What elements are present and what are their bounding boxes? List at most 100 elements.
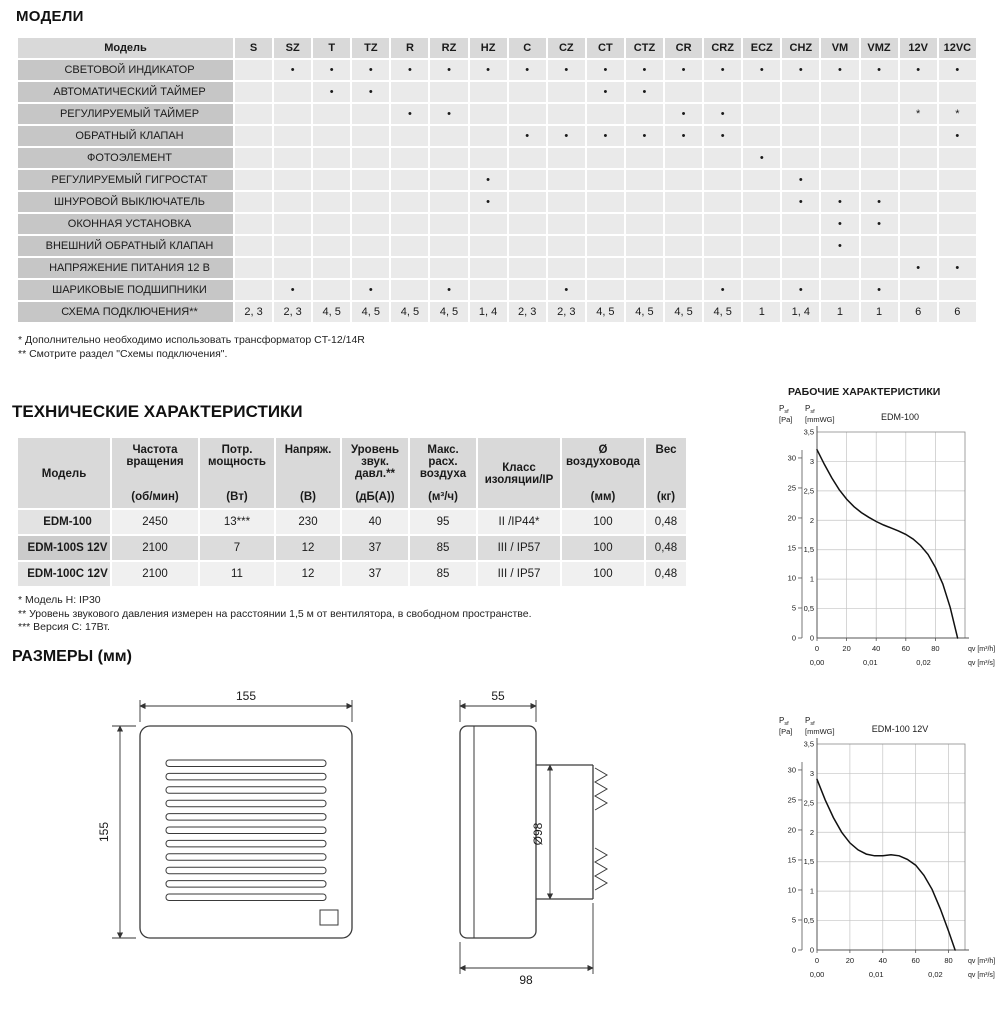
matrix-cell	[782, 82, 820, 102]
matrix-cell	[665, 214, 703, 234]
matrix-cell	[704, 236, 742, 256]
spec-value-cell: 13***	[200, 510, 274, 534]
specs-header-cell: Модель	[18, 438, 110, 508]
spec-value-cell: 85	[410, 536, 476, 560]
model-name-cell: EDM-100S 12V	[18, 536, 110, 560]
matrix-cell	[508, 170, 546, 190]
specs-header-inner: Напряж. (В)	[279, 444, 337, 503]
matrix-cell: •	[586, 60, 624, 80]
matrix-cell	[782, 258, 820, 278]
svg-text:0,01: 0,01	[869, 970, 884, 979]
matrix-cell	[274, 258, 312, 278]
svg-text:60: 60	[911, 956, 919, 965]
matrix-cell: •	[313, 60, 351, 80]
matrix-cell: 6	[899, 302, 937, 322]
matrix-cell	[860, 236, 898, 256]
specs-header-inner: Потр. мощность (Вт)	[203, 444, 271, 503]
model-name-cell: EDM-100	[18, 510, 110, 534]
matrix-cell: •	[586, 126, 624, 146]
matrix-cell: •	[821, 214, 859, 234]
svg-text:40: 40	[872, 644, 880, 653]
matrix-cell: *	[938, 104, 976, 124]
svg-text:[mmWG]: [mmWG]	[805, 727, 835, 736]
svg-text:20: 20	[788, 513, 796, 522]
models-header-col: VM	[821, 38, 859, 58]
matrix-cell	[430, 192, 468, 212]
models-footnote-2: ** Смотрите раздел "Схемы подключения".	[18, 347, 228, 360]
matrix-cell	[391, 126, 429, 146]
specs-header-cell: Уровень звук. давл.** (дБ(А))	[342, 438, 408, 508]
models-row: РЕГУЛИРУЕМЫЙ ТАЙМЕР • • • • * *	[18, 104, 976, 124]
feature-label: ШАРИКОВЫЕ ПОДШИПНИКИ	[18, 280, 233, 300]
spec-value-cell: II /IP44*	[478, 510, 560, 534]
dim-duct-diameter-label: Ø98	[531, 822, 545, 845]
matrix-cell	[313, 192, 351, 212]
matrix-cell	[938, 214, 976, 234]
matrix-cell: •	[508, 126, 546, 146]
matrix-cell	[469, 214, 507, 234]
matrix-cell: 1, 4	[782, 302, 820, 322]
matrix-cell: •	[938, 126, 976, 146]
matrix-cell: •	[586, 82, 624, 102]
matrix-cell	[821, 280, 859, 300]
spec-value-cell: 11	[200, 562, 274, 586]
models-header-row: Модель S SZ T TZ R RZ HZ C CZ CT CTZ CR CRZ ECZ CHZ VM VM…	[18, 38, 976, 58]
models-header-col: VMZ	[860, 38, 898, 58]
svg-text:0: 0	[815, 644, 819, 653]
svg-text:2: 2	[810, 828, 814, 837]
matrix-cell	[235, 236, 273, 256]
matrix-cell: •	[547, 126, 585, 146]
svg-text:15: 15	[788, 855, 796, 864]
matrix-cell	[625, 170, 664, 190]
models-header-col: CHZ	[782, 38, 820, 58]
matrix-cell	[391, 236, 429, 256]
svg-text:[mmWG]: [mmWG]	[805, 415, 835, 424]
spec-value-cell: 100	[562, 562, 644, 586]
matrix-cell	[586, 258, 624, 278]
matrix-cell: •	[625, 126, 664, 146]
models-header-col: TZ	[352, 38, 390, 58]
svg-text:10: 10	[788, 573, 796, 582]
spec-value-cell: 85	[410, 562, 476, 586]
specs-row: EDM-100C 12V 2100 11 12 37 85 III / IP57 100 0,4…	[18, 562, 686, 586]
dimensions-section-title: РАЗМЕРЫ (мм)	[12, 648, 132, 665]
feature-label: ФОТОЭЛЕМЕНТ	[18, 148, 233, 168]
spec-value-cell: 100	[562, 510, 644, 534]
matrix-cell: •	[352, 280, 390, 300]
matrix-cell	[860, 170, 898, 190]
svg-text:Psf: Psf	[779, 404, 789, 415]
matrix-cell	[547, 104, 585, 124]
matrix-cell	[469, 82, 507, 102]
svg-text:25: 25	[788, 795, 796, 804]
grille-slats	[165, 759, 327, 901]
specs-header-cell: Вес (кг)	[646, 438, 686, 508]
svg-text:25: 25	[788, 483, 796, 492]
matrix-cell	[352, 236, 390, 256]
matrix-cell	[704, 82, 742, 102]
svg-text:EDM-100 12V: EDM-100 12V	[872, 724, 929, 734]
models-header-col: T	[313, 38, 351, 58]
matrix-cell: •	[625, 60, 664, 80]
models-row: ШНУРОВОЙ ВЫКЛЮЧАТЕЛЬ • • • •	[18, 192, 976, 212]
matrix-cell	[469, 148, 507, 168]
matrix-cell	[899, 192, 937, 212]
matrix-cell: 2, 3	[274, 302, 312, 322]
models-header-col: SZ	[274, 38, 312, 58]
matrix-cell	[704, 148, 742, 168]
matrix-cell: 1	[743, 302, 781, 322]
specs-header-inner: Класс изоляции/IP	[481, 444, 557, 503]
matrix-cell: •	[430, 60, 468, 80]
matrix-cell	[743, 104, 781, 124]
svg-text:15: 15	[788, 543, 796, 552]
svg-text:20: 20	[842, 644, 850, 653]
matrix-cell: 1	[821, 302, 859, 322]
indicator-window	[319, 909, 339, 926]
matrix-cell	[938, 170, 976, 190]
matrix-cell	[586, 214, 624, 234]
matrix-cell	[743, 236, 781, 256]
matrix-cell	[743, 126, 781, 146]
svg-text:3,5: 3,5	[804, 428, 814, 437]
specs-header-label: Напряж.	[284, 444, 332, 456]
specs-header-cell: Класс изоляции/IP	[478, 438, 560, 508]
